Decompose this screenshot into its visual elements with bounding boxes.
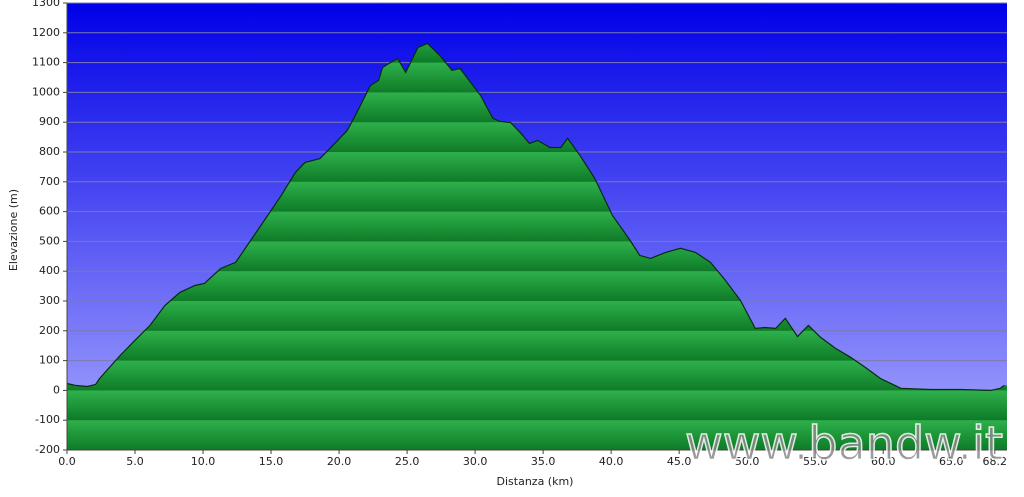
x-tick-label: 10.0 [191,455,216,468]
x-tick-label: 20.0 [327,455,352,468]
area-fill [67,43,1007,450]
x-tick-label: 45.0 [667,455,692,468]
y-tick-label: 1300 [32,0,60,9]
y-tick-label: 1000 [32,85,60,98]
watermark: www.bandw.it [685,417,1003,471]
y-tick-label: 200 [39,324,60,337]
x-tick-label: 60.0 [871,455,896,468]
x-tick-label: 35.0 [531,455,556,468]
x-tick-label: 65.0 [939,455,964,468]
y-axis-title: Elevazione (m) [7,189,20,271]
x-tick-label: 5.0 [126,455,144,468]
y-tick-label: 400 [39,264,60,277]
elevation-line [66,42,1005,392]
x-tick-label: 25.0 [395,455,420,468]
y-tick-label: 500 [39,234,60,247]
x-tick-label: 15.0 [259,455,284,468]
x-tick-label: 30.0 [463,455,488,468]
y-tick-label: 800 [39,145,60,158]
y-tick-label: -200 [35,443,60,456]
y-tick-label: 100 [39,354,60,367]
y-tick-label: 1200 [32,26,60,39]
x-tick-label: 40.0 [599,455,624,468]
x-tick-label: 55.0 [803,455,828,468]
x-tick-label: 68.2 [983,455,1008,468]
y-tick-label: 300 [39,294,60,307]
y-tick-label: 0 [53,383,60,396]
x-tick-label: 0.0 [58,455,76,468]
y-tick-label: 1100 [32,56,60,69]
x-tick-label: 50.0 [735,455,760,468]
y-tick-label: 600 [39,205,60,218]
y-tick-label: -100 [35,413,60,426]
x-axis-title: Distanza (km) [497,475,574,488]
y-tick-label: 700 [39,175,60,188]
y-tick-label: 900 [39,115,60,128]
